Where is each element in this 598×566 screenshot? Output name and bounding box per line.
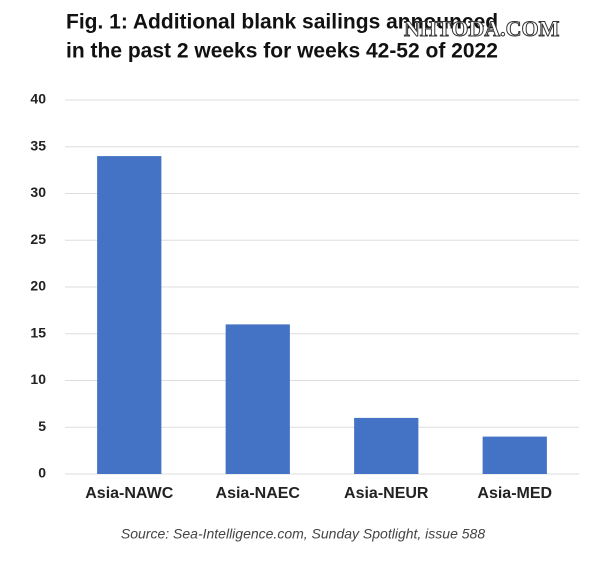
chart-title: Fig. 1: Additional blank sailings announ… [66,11,498,34]
bar [97,156,162,474]
x-tick-label: Asia-NEUR [344,485,429,502]
y-tick-label: 25 [30,231,46,247]
watermark: NHTODA.COM [404,16,560,41]
source-note: Source: Sea-Intelligence.com, Sunday Spo… [121,526,485,542]
y-tick-label: 15 [30,324,46,340]
y-tick-label: 35 [30,137,46,153]
y-tick-label: 5 [38,418,46,434]
y-tick-label: 0 [38,465,46,481]
chart-title: in the past 2 weeks for weeks 42-52 of 2… [66,40,498,63]
x-tick-label: Asia-MED [477,485,552,502]
x-tick-label: Asia-NAWC [85,485,173,502]
y-tick-label: 10 [30,371,46,387]
x-tick-label: Asia-NAEC [216,485,301,502]
y-tick-label: 40 [30,91,46,107]
bar [482,436,547,474]
y-tick-label: 20 [30,278,46,294]
bar [225,324,290,474]
y-tick-label: 30 [30,184,46,200]
bar [354,417,419,474]
